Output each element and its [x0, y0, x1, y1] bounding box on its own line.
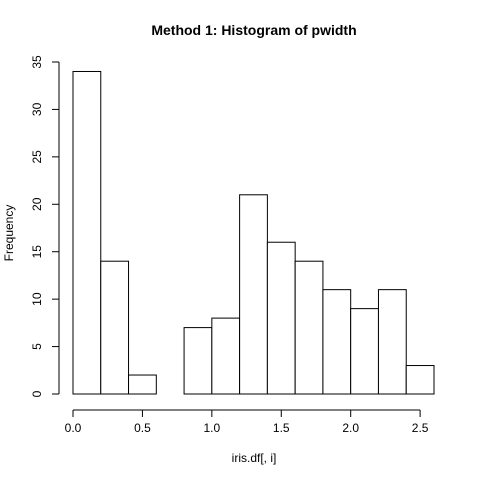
histogram-bar	[322, 289, 352, 395]
histogram-bar	[183, 327, 213, 395]
x-tick-label: 1.5	[273, 421, 290, 435]
x-tick-label: 0.5	[134, 421, 151, 435]
y-tick-label: 35	[30, 55, 44, 69]
histogram-bar	[405, 365, 435, 395]
histogram-bar	[100, 260, 130, 395]
y-tick-label: 15	[30, 245, 44, 259]
x-tick-label: 1.0	[204, 421, 221, 435]
x-tick-label: 2.0	[342, 421, 359, 435]
y-tick-label: 0	[30, 390, 44, 397]
y-tick-label: 25	[30, 150, 44, 164]
x-axis: 0.0 0.5 1.0 1.5 2.0 2.5	[65, 409, 429, 435]
y-axis-label: Frequency	[2, 205, 16, 262]
histogram-bar	[128, 374, 157, 395]
y-tick-label: 5	[30, 343, 44, 350]
histogram-bar	[72, 70, 102, 395]
histogram-bar	[350, 308, 379, 395]
chart-title: Method 1: Histogram of pwidth	[151, 22, 356, 38]
histogram-bar	[239, 194, 268, 395]
histogram-bar	[377, 289, 407, 395]
histogram-bar	[266, 241, 296, 395]
y-axis: 0 5 10 15 20 25 30 35	[30, 55, 60, 397]
histogram-bar	[211, 317, 241, 395]
y-tick-label: 30	[30, 102, 44, 116]
x-tick-label: 2.5	[412, 421, 429, 435]
x-tick-label: 0.0	[65, 421, 82, 435]
y-tick-label: 10	[30, 292, 44, 306]
y-tick-label: 20	[30, 197, 44, 211]
x-axis-label: iris.df[, i]	[232, 451, 277, 465]
histogram-bar	[294, 260, 324, 395]
bars-group	[72, 70, 435, 395]
